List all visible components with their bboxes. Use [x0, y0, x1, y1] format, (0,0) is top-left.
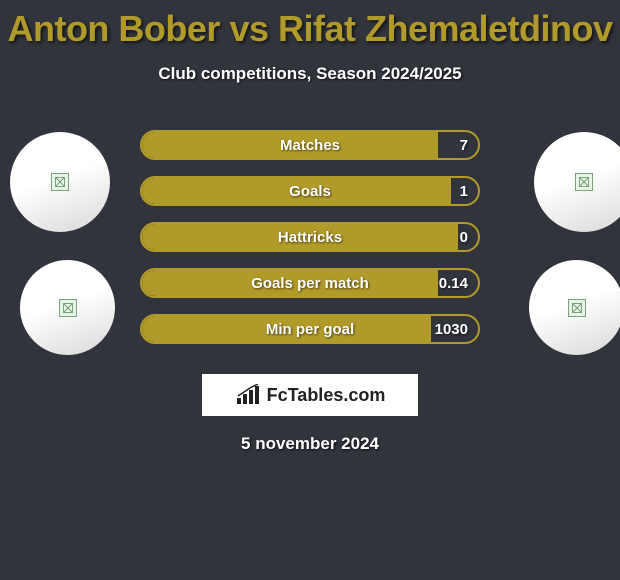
stat-bars: Matches 7 Goals 1 Hattricks 0 Goals per …: [140, 130, 480, 360]
stat-value: 0: [460, 224, 468, 250]
placeholder-image-icon: [568, 299, 586, 317]
date-label: 5 november 2024: [0, 434, 620, 454]
stat-row: Goals 1: [140, 176, 480, 206]
stat-value: 7: [460, 132, 468, 158]
stat-row: Goals per match 0.14: [140, 268, 480, 298]
stat-label: Goals: [142, 178, 478, 204]
stat-label: Hattricks: [142, 224, 478, 250]
bars-icon: [235, 384, 261, 406]
placeholder-image-icon: [575, 173, 593, 191]
avatar-player1-bottom: [20, 260, 115, 355]
stat-label: Min per goal: [142, 316, 478, 342]
stat-row: Hattricks 0: [140, 222, 480, 252]
stat-value: 1: [460, 178, 468, 204]
comparison-panel: Matches 7 Goals 1 Hattricks 0 Goals per …: [0, 110, 620, 370]
avatar-player2-bottom: [529, 260, 620, 355]
avatar-player2-top: [534, 132, 620, 232]
stat-label: Matches: [142, 132, 478, 158]
brand-badge: FcTables.com: [202, 374, 418, 416]
avatar-player1-top: [10, 132, 110, 232]
stat-row: Min per goal 1030: [140, 314, 480, 344]
stat-value: 1030: [435, 316, 468, 342]
brand-text: FcTables.com: [267, 385, 386, 406]
placeholder-image-icon: [51, 173, 69, 191]
stat-row: Matches 7: [140, 130, 480, 160]
placeholder-image-icon: [59, 299, 77, 317]
page-title: Anton Bober vs Rifat Zhemaletdinov: [0, 0, 620, 50]
stat-label: Goals per match: [142, 270, 478, 296]
subtitle: Club competitions, Season 2024/2025: [0, 64, 620, 84]
stat-value: 0.14: [439, 270, 468, 296]
